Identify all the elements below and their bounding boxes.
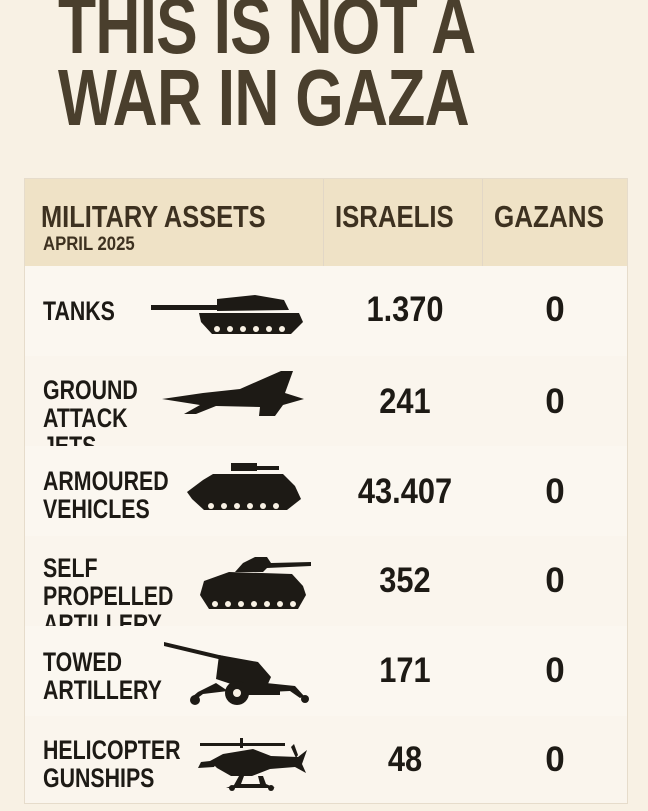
- gazans-column-header: GAZANS: [494, 199, 604, 234]
- table-row-tanks: TANKS 1.370 0: [25, 266, 627, 357]
- row-label-helicopter-gunships: HELICOPTER GUNSHIPS: [43, 735, 181, 793]
- jet-icon: [162, 371, 304, 416]
- gazans-jets-value: 0: [545, 382, 565, 421]
- israelis-column-header: ISRAELIS: [335, 199, 454, 234]
- date-subheader: APRIL 2025: [43, 234, 135, 255]
- israelis-armoured-vehicles-value: 43.407: [357, 472, 453, 511]
- gazans-towed-artillery-value: 0: [545, 651, 565, 690]
- israelis-helicopter-gunships-value: 48: [387, 740, 423, 779]
- israelis-jets-value: 241: [379, 382, 431, 421]
- table-row-ground-attack-jets: GROUND ATTACK JETS 241 0: [25, 356, 627, 460]
- israelis-self-propelled-artillery-value: 352: [379, 561, 431, 600]
- armoured-vehicle-icon: [187, 463, 301, 510]
- row-label-armoured-vehicles: ARMOURED VEHICLES: [43, 466, 169, 524]
- israelis-towed-artillery-value: 171: [379, 651, 431, 690]
- towed-artillery-icon: [164, 642, 309, 705]
- table-row-helicopter-gunships: HELICOPTER GUNSHIPS 48 0: [25, 716, 627, 803]
- row-label-tanks: TANKS: [43, 296, 115, 326]
- military-assets-table: MILITARY ASSETS APRIL 2025 ISRAELIS GAZA…: [24, 178, 628, 804]
- gazans-armoured-vehicles-value: 0: [545, 472, 565, 511]
- table-row-self-propelled-artillery: SELF PROPELLED ARTILLERY 352 0: [25, 536, 627, 638]
- gazans-self-propelled-artillery-value: 0: [545, 561, 565, 600]
- military-assets-header: MILITARY ASSETS: [41, 199, 266, 234]
- israelis-tanks-value: 1.370: [366, 290, 444, 329]
- tank-icon: [151, 295, 303, 334]
- table-header-row: MILITARY ASSETS APRIL 2025 ISRAELIS GAZA…: [25, 179, 627, 267]
- headline-line-1: THIS IS NOT A: [58, 0, 476, 70]
- table-row-towed-artillery: TOWED ARTILLERY 171 0: [25, 626, 627, 717]
- headline: THIS IS NOT A WAR IN GAZA: [58, 0, 495, 142]
- helicopter-icon: [198, 738, 307, 791]
- row-label-towed-artillery: TOWED ARTILLERY: [43, 647, 162, 705]
- self-propelled-artillery-icon: [200, 557, 311, 609]
- headline-line-2: WAR IN GAZA: [58, 53, 470, 142]
- gazans-tanks-value: 0: [545, 290, 565, 329]
- gazans-helicopter-gunships-value: 0: [545, 740, 565, 779]
- table-row-armoured-vehicles: ARMOURED VEHICLES 43.407 0: [25, 446, 627, 537]
